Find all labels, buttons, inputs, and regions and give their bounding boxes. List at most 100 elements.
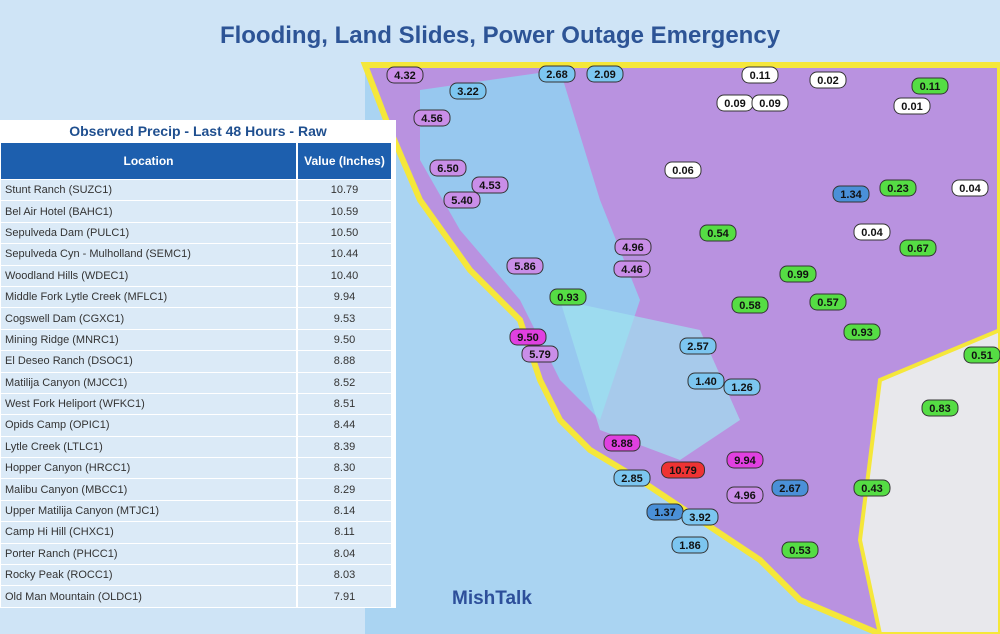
- marker-bubble: [679, 337, 717, 355]
- marker-bubble: [443, 191, 481, 209]
- column-header[interactable]: Value (Inches): [298, 143, 391, 179]
- marker-bubble: [681, 508, 719, 526]
- marker-label: 9.50: [517, 332, 538, 344]
- marker-bubble: [661, 461, 705, 479]
- marker-bubble: [726, 486, 764, 504]
- marker-label: 0.57: [817, 297, 838, 309]
- table-row: Porter Ranch (PHCC1) 8.04: [0, 543, 396, 565]
- location-cell: Stunt Ranch (SUZC1): [1, 180, 296, 201]
- marker-label: 0.54: [707, 228, 729, 240]
- location-cell: Matilija Canyon (MJCC1): [1, 372, 296, 393]
- table-row: West Fork Heliport (WFKC1) 8.51: [0, 393, 396, 415]
- table-header: Location Value (Inches): [0, 142, 396, 180]
- marker-bubble: [603, 434, 641, 452]
- table-title: Observed Precip - Last 48 Hours - Raw: [69, 123, 327, 139]
- value-cell: 9.53: [298, 308, 391, 329]
- marker-label: 0.23: [887, 183, 908, 195]
- marker-label: 4.46: [621, 264, 642, 276]
- marker-label: 6.50: [437, 163, 458, 175]
- table-row: Lytle Creek (LTLC1) 8.39: [0, 436, 396, 458]
- marker-label: 5.79: [529, 349, 550, 361]
- marker-label: 0.83: [929, 403, 950, 415]
- location-cell: Porter Ranch (PHCC1): [1, 543, 296, 565]
- location-cell: Hopper Canyon (HRCC1): [1, 458, 296, 479]
- marker-bubble: [509, 328, 547, 346]
- value-cell: 8.29: [298, 479, 391, 500]
- marker-bubble: [781, 541, 819, 559]
- table-row: El Deseo Ranch (DSOC1) 8.88: [0, 351, 396, 372]
- table-row: Upper Matilija Canyon (MTJC1) 8.14: [0, 500, 396, 522]
- marker-bubble: [671, 536, 709, 554]
- table-row: Middle Fork Lytle Creek (MFLC1) 9.94: [0, 286, 396, 308]
- location-cell: Old Man Mountain (OLDC1): [1, 586, 296, 607]
- marker-label: 1.26: [731, 382, 752, 394]
- marker-bubble: [549, 288, 587, 306]
- marker-bubble: [911, 77, 949, 95]
- location-cell: Lytle Creek (LTLC1): [1, 436, 296, 458]
- marker-bubble: [893, 97, 931, 115]
- marker-label: 0.02: [817, 75, 838, 87]
- marker-bubble: [853, 223, 891, 241]
- column-header[interactable]: Location: [1, 143, 296, 179]
- marker-bubble: [506, 257, 544, 275]
- table-row: Matilija Canyon (MJCC1) 8.52: [0, 372, 396, 394]
- marker-bubble: [832, 185, 870, 203]
- marker-bubble: [471, 176, 509, 194]
- marker-bubble: [809, 71, 847, 89]
- marker-label: 0.67: [907, 243, 928, 255]
- marker-bubble: [429, 159, 467, 177]
- marker-bubble: [664, 161, 702, 179]
- table-row: Malibu Canyon (MBCC1) 8.29: [0, 479, 396, 500]
- marker-label: 2.57: [687, 341, 708, 353]
- value-cell: 8.11: [298, 522, 391, 543]
- location-cell: Middle Fork Lytle Creek (MFLC1): [1, 286, 296, 308]
- marker-bubble: [951, 179, 989, 197]
- marker-label: 0.11: [750, 70, 771, 82]
- value-cell: 9.50: [298, 329, 391, 351]
- marker-bubble: [741, 66, 779, 84]
- marker-bubble: [921, 399, 959, 417]
- location-cell: West Fork Heliport (WFKC1): [1, 393, 296, 415]
- location-cell: Camp Hi Hill (CHXC1): [1, 522, 296, 543]
- marker-label: 3.92: [689, 512, 710, 524]
- marker-bubble: [687, 372, 725, 390]
- marker-bubble: [699, 224, 737, 242]
- location-cell: Cogswell Dam (CGXC1): [1, 308, 296, 329]
- marker-label: 2.85: [621, 473, 642, 485]
- marker-label: 0.51: [971, 350, 992, 362]
- table-row: Cogswell Dam (CGXC1) 9.53: [0, 308, 396, 329]
- value-cell: 10.50: [298, 222, 391, 244]
- table-row: Camp Hi Hill (CHXC1) 8.11: [0, 522, 396, 543]
- marker-label: 0.53: [789, 545, 810, 557]
- marker-label: 4.96: [734, 490, 755, 502]
- marker-bubble: [779, 265, 817, 283]
- marker-bubble: [586, 65, 624, 83]
- table-row: Rocky Peak (ROCC1) 8.03: [0, 565, 396, 586]
- table-row: Bel Air Hotel (BAHC1) 10.59: [0, 201, 396, 222]
- precip-table: Observed Precip - Last 48 Hours - Raw Lo…: [0, 120, 396, 608]
- value-cell: 10.79: [298, 180, 391, 201]
- marker-bubble: [879, 179, 917, 197]
- table-row: Hopper Canyon (HRCC1) 8.30: [0, 458, 396, 479]
- marker-label: 0.43: [861, 483, 882, 495]
- location-cell: Woodland Hills (WDEC1): [1, 265, 296, 286]
- location-cell: Sepulveda Cyn - Mulholland (SEMC1): [1, 244, 296, 265]
- watermark: MishTalk: [452, 588, 532, 609]
- value-cell: 8.52: [298, 372, 391, 393]
- value-cell: 10.40: [298, 265, 391, 286]
- marker-label: 4.53: [479, 180, 500, 192]
- desert-region: [857, 327, 1000, 634]
- marker-bubble: [521, 345, 559, 363]
- marker-label: 9.94: [734, 455, 756, 467]
- marker-label: 0.01: [901, 101, 922, 113]
- marker-label: 10.79: [669, 465, 697, 477]
- marker-bubble: [386, 66, 424, 84]
- marker-label: 0.93: [557, 292, 578, 304]
- marker-label: 0.04: [959, 183, 981, 195]
- location-cell: Bel Air Hotel (BAHC1): [1, 201, 296, 222]
- table-row: Woodland Hills (WDEC1) 10.40: [0, 265, 396, 287]
- table-row: Stunt Ranch (SUZC1) 10.79: [0, 180, 396, 201]
- marker-bubble: [538, 65, 576, 83]
- page-title: Flooding, Land Slides, Power Outage Emer…: [219, 22, 781, 49]
